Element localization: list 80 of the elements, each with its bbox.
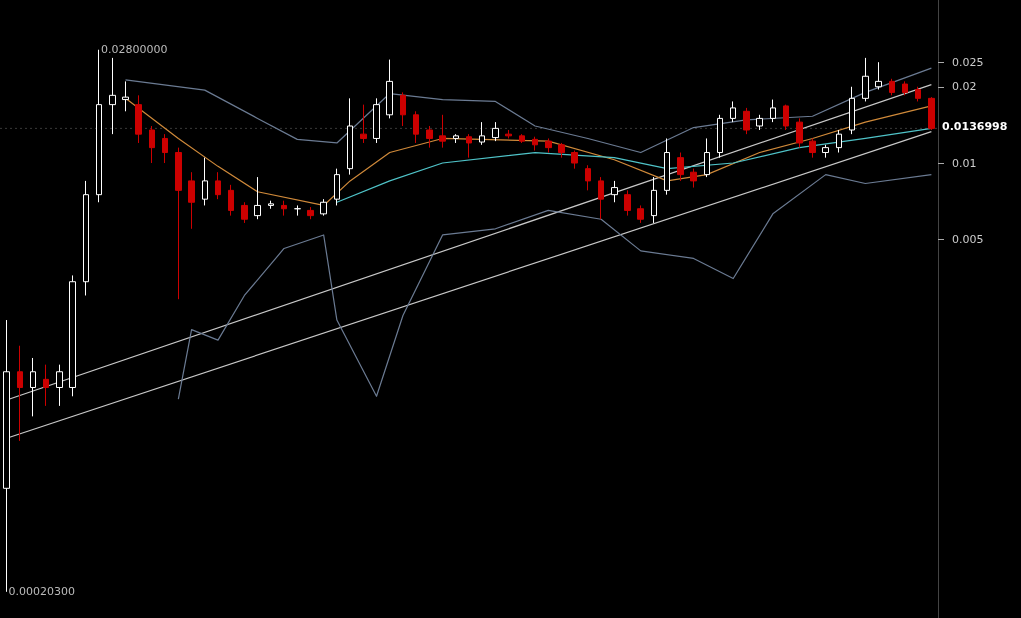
y-tick-label: 0.02 <box>952 80 977 94</box>
candlestick <box>175 147 182 300</box>
candlestick <box>228 184 234 217</box>
candlestick <box>294 204 301 217</box>
candlestick <box>651 176 657 224</box>
candlestick <box>704 137 710 178</box>
candlestick <box>822 144 829 159</box>
candlestick <box>453 133 459 144</box>
candlestick <box>915 86 921 102</box>
candlestick <box>756 114 763 131</box>
candlestick <box>307 206 314 220</box>
candlestick <box>743 107 750 135</box>
candlestick <box>254 176 261 220</box>
candlestick <box>400 91 406 127</box>
y-tick-label: 0.025 <box>952 55 984 69</box>
line-series <box>177 174 932 400</box>
candlestick <box>624 189 631 217</box>
candlestick <box>188 171 195 230</box>
annotation: 0.02800000 <box>101 43 168 57</box>
candlestick <box>637 204 644 224</box>
candlestick <box>413 110 419 144</box>
candlestick <box>862 57 869 102</box>
candlestick <box>373 97 380 144</box>
candlestick <box>519 133 525 144</box>
candlestick <box>334 168 340 206</box>
candlestick <box>43 364 49 407</box>
candlestick <box>505 129 512 139</box>
candlestick <box>849 86 855 135</box>
candlestick <box>889 78 895 96</box>
candlestick <box>492 121 499 142</box>
annotation: 0.00020300 <box>8 585 76 599</box>
candlestick <box>426 125 433 149</box>
candlestick <box>598 176 604 220</box>
candlestick <box>122 80 129 112</box>
candlestick <box>109 57 116 135</box>
candlestick <box>3 319 10 593</box>
candlestick <box>320 198 327 217</box>
candlestick <box>347 97 353 176</box>
ref-line-label: 0.0136998 <box>942 120 1008 134</box>
candlestick <box>783 104 789 131</box>
candlestick <box>730 100 736 123</box>
candlestick <box>717 114 723 159</box>
candlestick <box>770 99 776 123</box>
candlestick <box>202 157 208 206</box>
candlestick <box>796 117 803 149</box>
candlestick <box>558 142 565 159</box>
candlestick <box>466 133 472 159</box>
candlestick <box>677 152 684 182</box>
candlestick <box>836 129 842 154</box>
y-tick-label: 0.005 <box>952 232 984 246</box>
candlestick <box>585 164 591 191</box>
candlestick <box>149 125 155 164</box>
candlestick <box>875 61 882 91</box>
candlestick <box>611 180 618 203</box>
candlestick <box>360 104 367 144</box>
candlestick <box>902 80 908 96</box>
candlestick <box>532 136 538 152</box>
candlestick <box>96 49 102 203</box>
candlestick <box>30 357 36 417</box>
line-series <box>124 67 932 154</box>
candlestick <box>928 96 935 131</box>
candlestick <box>571 150 578 170</box>
candlestick <box>386 59 393 119</box>
candlestick <box>545 137 552 154</box>
candlestick <box>479 121 485 146</box>
candlestick <box>690 168 697 189</box>
candlestick <box>664 137 670 196</box>
candlestick <box>268 200 274 210</box>
candlestick <box>17 345 23 442</box>
candlestick <box>83 180 89 296</box>
candlestick <box>56 364 63 407</box>
candlestick <box>215 171 221 200</box>
candlestick <box>809 137 816 159</box>
y-tick-label: 0.01 <box>952 156 977 170</box>
candlestick <box>241 201 248 224</box>
candlestick <box>281 200 287 217</box>
candlestick <box>439 114 446 149</box>
candlestick <box>162 133 168 164</box>
candlestick <box>135 94 142 144</box>
candlestick <box>69 274 76 397</box>
